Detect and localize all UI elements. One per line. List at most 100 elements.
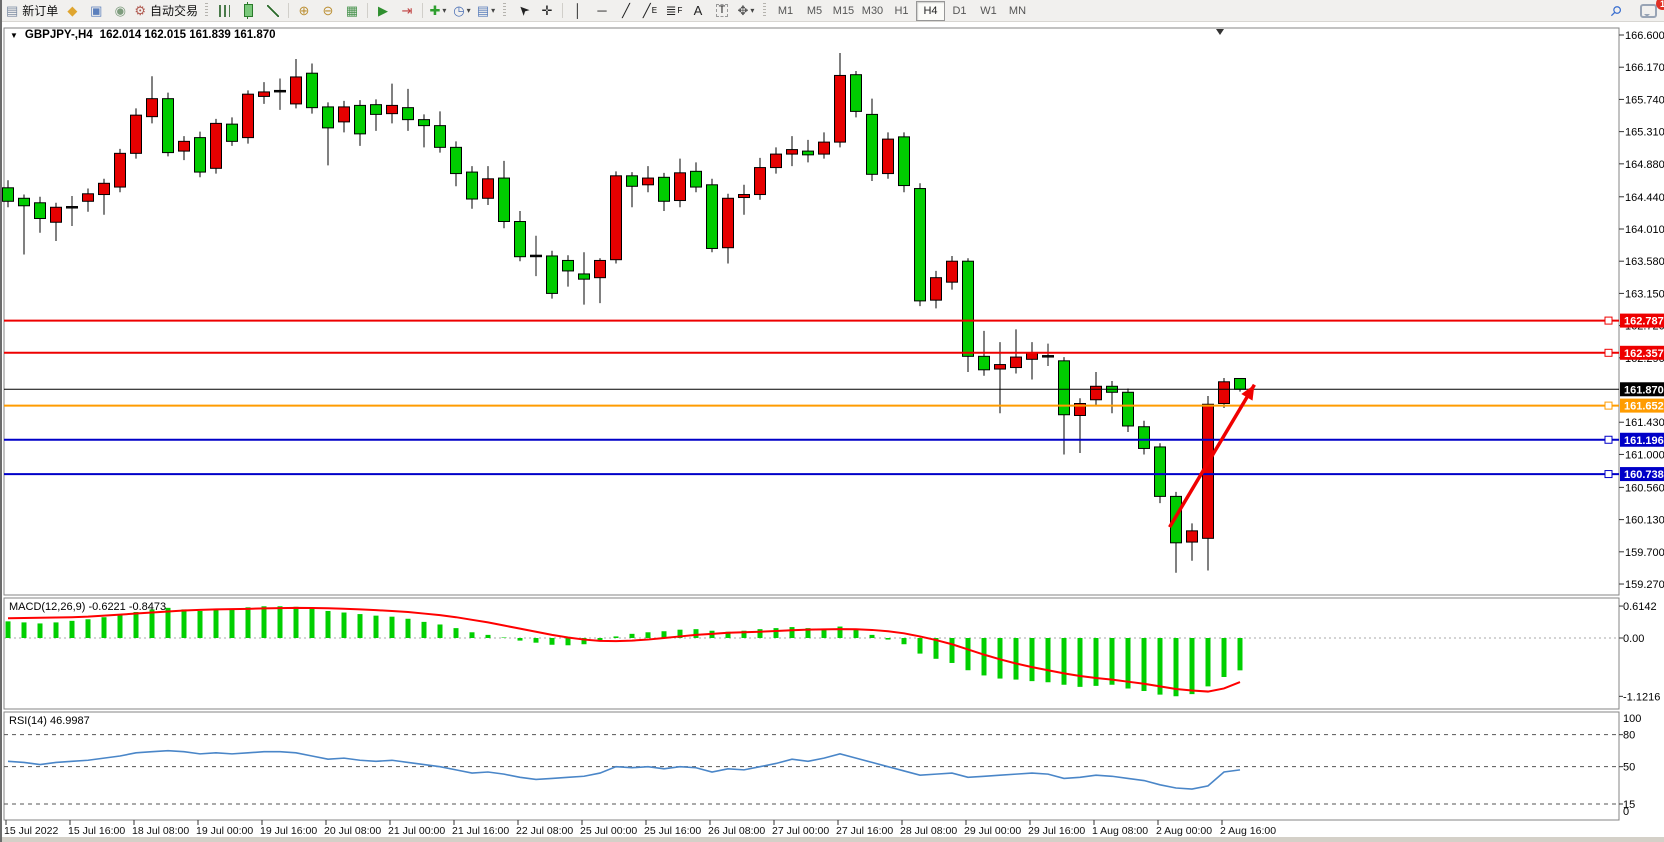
timeframe-m30-button[interactable]: M30 bbox=[861, 4, 884, 17]
crosshair-button[interactable]: ✛ bbox=[535, 1, 559, 21]
timeframe-w1-button[interactable]: W1 bbox=[980, 4, 997, 17]
chevron-down-icon[interactable]: ▾ bbox=[750, 6, 755, 15]
equidistant-channel-button[interactable]: ╱ E bbox=[638, 1, 662, 21]
chevron-down-icon[interactable]: ▾ bbox=[442, 6, 447, 15]
bull-candle bbox=[130, 114, 142, 154]
bull-candle bbox=[770, 153, 782, 169]
cursor-button[interactable]: ➤ bbox=[511, 1, 535, 21]
bull-candle bbox=[1218, 381, 1230, 405]
bear-candle bbox=[370, 104, 382, 115]
bar-chart-button[interactable] bbox=[213, 1, 237, 21]
bear-candle bbox=[1154, 446, 1166, 497]
period-button[interactable]: ◷ ▾ bbox=[450, 1, 474, 21]
auto-trading-button[interactable]: ⚙ 自动交易 bbox=[132, 1, 200, 21]
main-chart-panel[interactable] bbox=[3, 27, 1620, 596]
bull-candle bbox=[386, 104, 398, 115]
bull-candle bbox=[610, 175, 622, 261]
timeframe-d1-button[interactable]: D1 bbox=[952, 4, 967, 17]
text-button[interactable]: A bbox=[686, 1, 710, 21]
bull-candle bbox=[946, 260, 958, 283]
tile-windows-icon: ▦ bbox=[345, 3, 359, 18]
trendline-icon: ╱ bbox=[622, 3, 630, 18]
chevron-down-icon[interactable]: ▾ bbox=[491, 6, 496, 15]
fibonacci-icon: ≣ bbox=[665, 3, 677, 18]
line-handle[interactable] bbox=[1604, 435, 1613, 444]
toolbar-grip[interactable] bbox=[502, 3, 506, 18]
candlestick-chart-button[interactable] bbox=[237, 1, 261, 21]
bear-candle bbox=[1042, 355, 1054, 358]
trendline-button[interactable]: ╱ bbox=[614, 1, 638, 21]
zoom-in-button[interactable]: ⊕ bbox=[292, 1, 316, 21]
templates-icon: ▤ bbox=[476, 3, 490, 18]
auto-scroll-icon: ▶ bbox=[377, 3, 388, 18]
price-tick-label: 164.440 bbox=[1625, 192, 1664, 204]
bull-candle bbox=[82, 193, 94, 202]
bull-candle bbox=[818, 141, 830, 155]
vertical-line-icon: │ bbox=[573, 3, 583, 18]
time-tick-label: 29 Jul 16:00 bbox=[1028, 825, 1085, 837]
chevron-down-icon[interactable]: ▾ bbox=[466, 6, 471, 15]
subscript-label: F bbox=[677, 6, 683, 15]
line-handle[interactable] bbox=[1604, 316, 1613, 325]
bear-candle bbox=[2, 187, 14, 202]
bull-candle bbox=[754, 167, 766, 196]
templates-button[interactable]: ▤ ▾ bbox=[474, 1, 498, 21]
price-tick-label: 160.130 bbox=[1625, 515, 1664, 527]
trend-arrow[interactable] bbox=[1168, 383, 1256, 528]
new-order-button[interactable]: ▤ 新订单 bbox=[4, 1, 60, 21]
indicators-button[interactable]: ✚ ▾ bbox=[426, 1, 450, 21]
shapes-button[interactable]: ✥ ▾ bbox=[734, 1, 758, 21]
bear-candle bbox=[898, 136, 910, 187]
toolbar-grip[interactable] bbox=[204, 3, 208, 18]
macd-panel[interactable] bbox=[3, 597, 1620, 710]
timeframe-mn-button[interactable]: MN bbox=[1008, 4, 1027, 17]
text-label-button[interactable]: T bbox=[710, 1, 734, 21]
price-tick-label: 164.880 bbox=[1625, 159, 1664, 171]
bear-candle bbox=[194, 137, 206, 173]
timeframe-h4-button[interactable]: H4 bbox=[915, 0, 945, 21]
line-chart-button[interactable] bbox=[261, 1, 285, 21]
line-handle[interactable] bbox=[1604, 470, 1613, 479]
chart-shift-button[interactable]: ⇥ bbox=[395, 1, 419, 21]
toolbar-grip[interactable] bbox=[762, 3, 766, 18]
rsi-line bbox=[7, 749, 1241, 790]
crosshair-icon: ✛ bbox=[541, 3, 553, 18]
fibonacci-button[interactable]: ≣ F bbox=[662, 1, 686, 21]
chat-button[interactable]: 1 bbox=[1636, 0, 1664, 21]
data-window-icon[interactable]: ▣ bbox=[84, 1, 108, 21]
search-button[interactable]: ⚲ bbox=[1604, 1, 1628, 21]
symbol-dropdown-icon[interactable]: ▼ bbox=[10, 30, 18, 40]
time-axis[interactable]: 15 Jul 2022 15 Jul 16:00 18 Jul 08:00 19 Ju… bbox=[4, 820, 1276, 837]
bear-candle bbox=[226, 123, 238, 142]
tile-windows-button[interactable]: ▦ bbox=[340, 1, 364, 21]
bull-candle bbox=[722, 197, 734, 249]
market-watch-icon[interactable]: ◆ bbox=[60, 1, 84, 21]
price-badge bbox=[1620, 345, 1664, 360]
candlestick-chart-icon bbox=[244, 2, 254, 19]
signal-icon[interactable]: ◉ bbox=[108, 1, 132, 21]
timeframe-m15-button[interactable]: M15 bbox=[832, 4, 855, 17]
time-tick-label: 27 Jul 00:00 bbox=[772, 825, 829, 837]
bear-candle bbox=[1122, 391, 1134, 427]
price-badge-label: 160.738 bbox=[1624, 469, 1664, 481]
bar-chart-icon bbox=[219, 4, 231, 17]
notification-badge: 1 bbox=[1656, 0, 1664, 10]
auto-scroll-button[interactable]: ▶ bbox=[371, 1, 395, 21]
timeframe-m1-button[interactable]: M1 bbox=[777, 4, 794, 17]
line-handle[interactable] bbox=[1604, 348, 1613, 357]
timeframe-m5-button[interactable]: M5 bbox=[806, 4, 823, 17]
price-tick-label: 163.580 bbox=[1625, 256, 1664, 268]
timeframe-h1-button[interactable]: H1 bbox=[894, 4, 909, 17]
time-tick-label: 28 Jul 08:00 bbox=[900, 825, 957, 837]
time-tick-label: 21 Jul 00:00 bbox=[388, 825, 445, 837]
price-badge bbox=[1620, 382, 1664, 397]
zoom-out-button[interactable]: ⊖ bbox=[316, 1, 340, 21]
bull-candle bbox=[738, 194, 750, 199]
rsi-panel[interactable] bbox=[3, 711, 1620, 821]
vertical-line-button[interactable]: │ bbox=[566, 1, 590, 21]
horizontal-line-button[interactable]: ─ bbox=[590, 1, 614, 21]
text-icon: A bbox=[693, 3, 703, 18]
bull-candle bbox=[338, 106, 350, 123]
line-handle[interactable] bbox=[1604, 401, 1613, 410]
